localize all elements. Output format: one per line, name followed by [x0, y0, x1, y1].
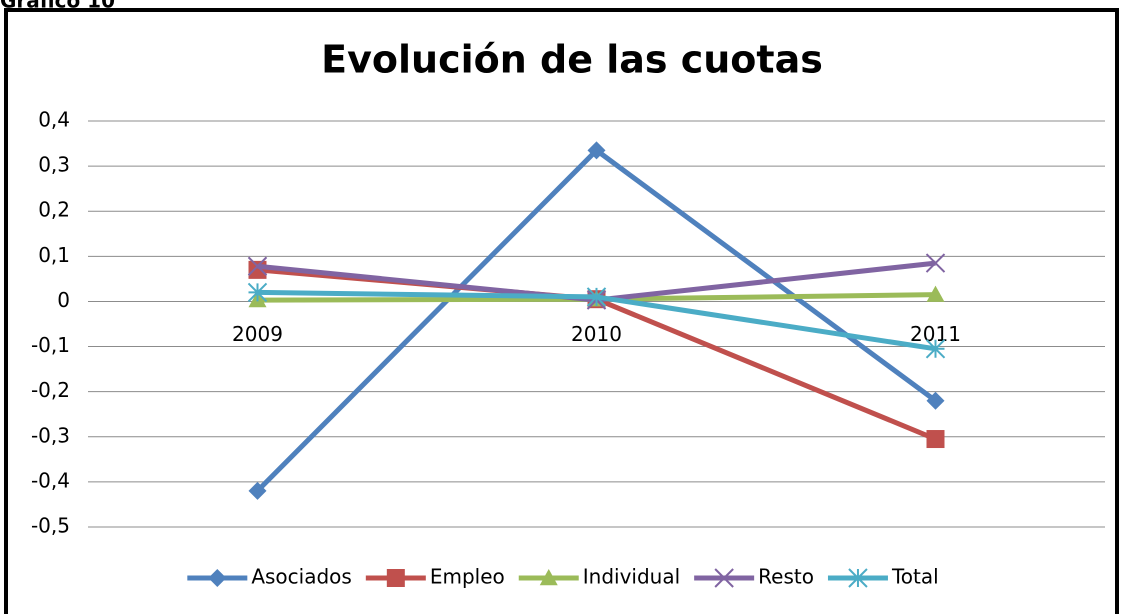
chart-title: Evolución de las cuotas [321, 38, 823, 82]
legend-item: Asociados [187, 565, 352, 589]
legend-item: Empleo [365, 565, 505, 589]
legend-label: Asociados [251, 565, 352, 589]
legend-label: Total [891, 565, 939, 589]
chart-frame [4, 8, 1119, 614]
marker [539, 569, 558, 586]
marker [586, 287, 607, 307]
marker [386, 569, 405, 587]
y-tick-label: 0,3 [38, 153, 70, 177]
y-tick-label: 0,2 [38, 198, 70, 222]
marker [247, 282, 268, 303]
marker [714, 568, 734, 588]
marker [926, 430, 945, 449]
x-tick-label: 2010 [571, 322, 622, 346]
legend-item: Total [827, 565, 939, 589]
legend-label: Empleo [430, 565, 505, 589]
y-tick-label: -0,2 [31, 378, 70, 402]
y-tick-label: -0,4 [31, 468, 70, 492]
legend-item: Resto [694, 565, 814, 589]
legend-label: Resto [758, 565, 814, 589]
marker [925, 253, 946, 273]
y-tick-label: -0,3 [31, 423, 70, 447]
marker [926, 391, 945, 410]
marker [248, 481, 267, 500]
marker [208, 569, 227, 587]
y-tick-label: -0,5 [31, 514, 70, 538]
x-tick-label: 2009 [232, 322, 283, 346]
y-tick-label: 0,4 [38, 108, 70, 132]
marker [587, 141, 606, 160]
y-tick-label: -0,1 [31, 333, 70, 357]
marker [925, 339, 946, 359]
marker [248, 260, 267, 279]
legend-label: Individual [583, 565, 680, 589]
legend-item: Individual [518, 565, 680, 589]
marker [247, 256, 268, 276]
marker [848, 568, 868, 588]
y-tick-label: 0,1 [38, 243, 70, 267]
marker [926, 285, 945, 302]
y-tick-label: 0 [57, 288, 70, 312]
